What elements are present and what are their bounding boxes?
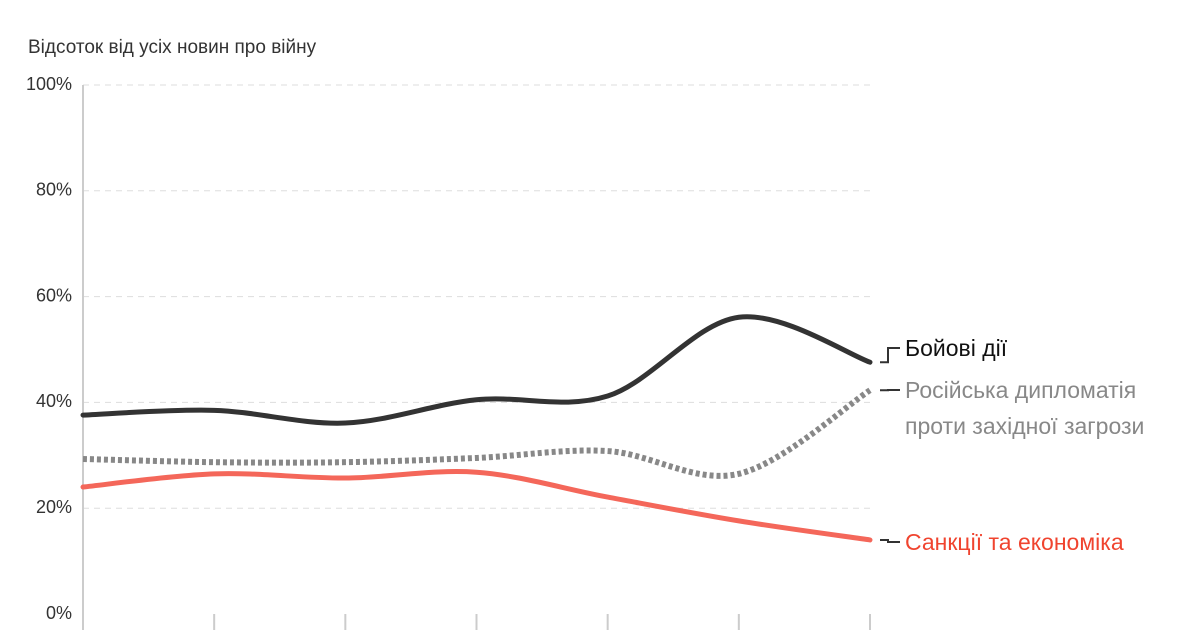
y-axis-title: Відсоток від усіх новин про війну	[28, 37, 317, 58]
y-tick-label: 60%	[36, 285, 72, 305]
y-tick-label: 40%	[36, 391, 72, 411]
series-line	[80, 469, 873, 543]
series-line	[82, 387, 872, 479]
legend-connector	[880, 538, 900, 543]
y-tick-label: 0%	[46, 603, 72, 623]
legend-label: Санкції та економіка	[905, 529, 1124, 555]
legend-label: Російська дипломатія проти західної загр…	[905, 377, 1145, 439]
y-tick-label: 100%	[26, 74, 72, 94]
legend-connector	[880, 347, 900, 364]
y-tick-label: 80%	[36, 180, 72, 200]
legend-label: Бойові дії	[905, 335, 1008, 361]
series-line	[80, 314, 873, 426]
y-tick-label: 20%	[36, 497, 72, 517]
